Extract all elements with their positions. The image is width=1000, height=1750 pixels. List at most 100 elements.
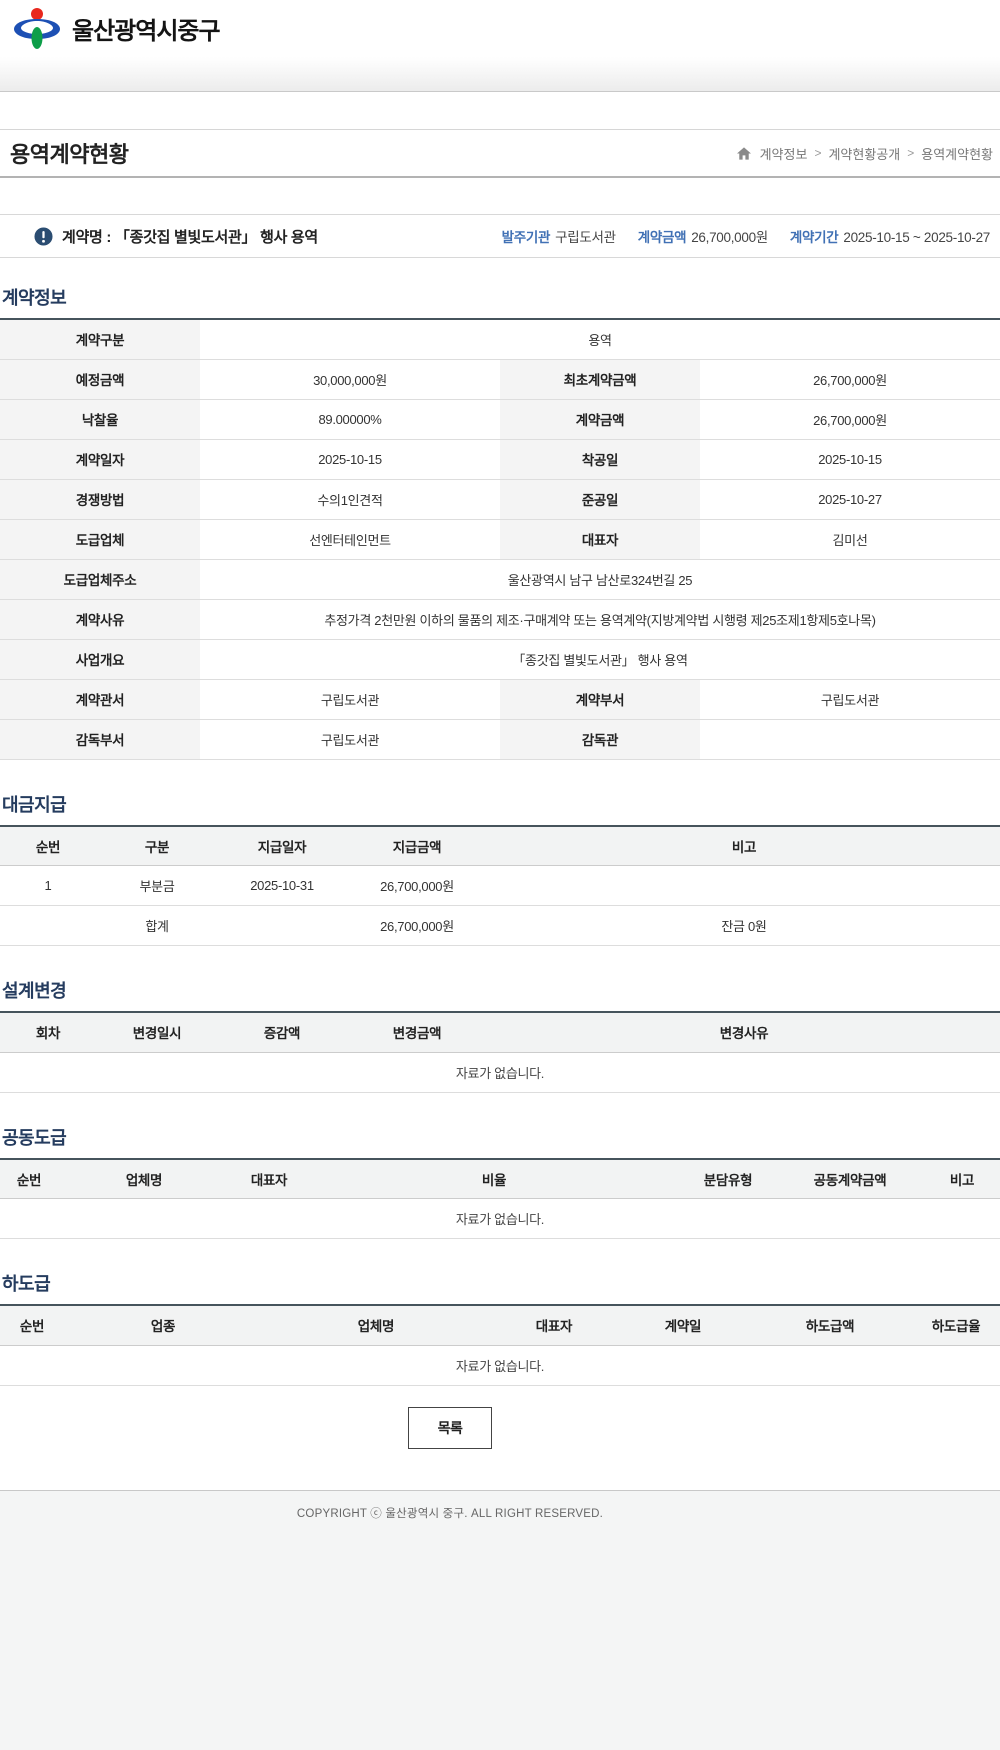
header-cell: 예정금액: [0, 359, 200, 400]
section-title-subcontract: 하도급: [2, 1274, 51, 1294]
contract-amount-label: 계약금액: [637, 230, 687, 245]
breadcrumb-item-status-disclosure[interactable]: 계약현황공개: [828, 146, 901, 162]
logo-text: 울산광역시중구: [72, 18, 221, 45]
column-header: 업체명: [58, 1158, 230, 1199]
header-cell: 계약관서: [0, 679, 200, 720]
page-footer: COPYRIGHT ⓒ 울산광역시 중구. ALL RIGHT RESERVED…: [0, 1490, 1000, 1750]
contract-info-table: 계약구분 용역 예정금액 30,000,000원 최초계약금액 26,700,000원 낙찰…: [0, 318, 1000, 760]
table-row: 낙찰율 89.00000% 계약금액 26,700,000원: [0, 399, 1000, 440]
table-row: 계약구분 용역: [0, 319, 1000, 360]
breadcrumb-separator: >: [907, 146, 915, 160]
breadcrumb-item-contract-info[interactable]: 계약정보: [759, 146, 808, 162]
value-cell: 선엔터테인먼트: [200, 519, 500, 560]
column-header: 하도급액: [747, 1305, 912, 1346]
no-data-message: 자료가 없습니다.: [0, 1198, 1000, 1239]
column-header: 순번: [0, 825, 96, 866]
table-header-row: 순번 구분 지급일자 지급금액 비고: [0, 825, 1000, 866]
site-logo[interactable]: 울산광역시중구: [12, 7, 221, 51]
home-icon[interactable]: [736, 146, 751, 160]
city-logo-icon: [14, 7, 60, 49]
header-cell: 계약구분: [0, 319, 200, 360]
column-header: 하도급율: [911, 1305, 1000, 1346]
value-cell: 구립도서관: [200, 719, 500, 760]
column-header: 회차: [0, 1012, 96, 1053]
value-cell: [700, 719, 1000, 760]
value-cell: 26,700,000원: [346, 905, 488, 946]
column-header: 변경사유: [488, 1012, 1000, 1053]
value-cell: 26,700,000원: [700, 359, 1000, 400]
table-header-row: 순번 업체명 대표자 비율 분담유형 공동계약금액 비고: [0, 1158, 1000, 1199]
header-cell: 대표자: [500, 519, 700, 560]
contract-amount-value: 26,700,000원: [691, 230, 768, 245]
value-cell: [218, 905, 346, 946]
contract-name-banner: 계약명 : 「종갓집 별빛도서관」 행사 용역 발주기관 구립도서관 계약금액 26…: [0, 214, 1000, 258]
header-cell: 착공일: [500, 439, 700, 480]
value-cell: 「종갓집 별빛도서관」 행사 용역: [200, 639, 1000, 680]
contract-period: 계약기간 2025-10-15 ~ 2025-10-27: [790, 226, 990, 246]
header-divider-band: [0, 57, 1000, 92]
header-cell: 계약사유: [0, 599, 200, 640]
value-cell: [0, 905, 96, 946]
table-header-row: 순번 업종 업체명 대표자 계약일 하도급액 하도급율: [0, 1305, 1000, 1346]
column-header: 변경일시: [96, 1012, 218, 1053]
value-cell: 구립도서관: [200, 679, 500, 720]
column-header: 순번: [0, 1305, 64, 1346]
table-row: 1 부분금 2025-10-31 26,700,000원: [0, 865, 1000, 906]
title-row: 용역계약현황 계약정보 > 계약현황공개 > 용역계약현황: [0, 129, 1000, 178]
subcontract-table: 순번 업종 업체명 대표자 계약일 하도급액 하도급율 자료가 없습니다.: [0, 1304, 1000, 1386]
header-cell: 감독부서: [0, 719, 200, 760]
value-cell: 추정가격 2천만원 이하의 물품의 제조·구매계약 또는 용역계약(지방계약법 …: [200, 599, 1000, 640]
table-row: 계약관서 구립도서관 계약부서 구립도서관: [0, 679, 1000, 720]
table-row: 계약사유 추정가격 2천만원 이하의 물품의 제조·구매계약 또는 용역계약(지방…: [0, 599, 1000, 640]
contract-period-value: 2025-10-15 ~ 2025-10-27: [843, 230, 990, 245]
value-cell: 구립도서관: [700, 679, 1000, 720]
table-row: 도급업체 선엔터테인먼트 대표자 김미선: [0, 519, 1000, 560]
column-header: 대표자: [230, 1158, 308, 1199]
list-button[interactable]: 목록: [407, 1406, 493, 1449]
copyright-text: COPYRIGHT ⓒ 울산광역시 중구. ALL RIGHT RESERVED…: [296, 1508, 604, 1520]
design-change-table: 회차 변경일시 증감액 변경금액 변경사유 자료가 없습니다.: [0, 1011, 1000, 1093]
header-cell: 계약일자: [0, 439, 200, 480]
column-header: 비고: [924, 1158, 1000, 1199]
header-cell: 감독관: [500, 719, 700, 760]
header-cell: 도급업체주소: [0, 559, 200, 600]
column-header: 대표자: [489, 1305, 618, 1346]
column-header: 구분: [96, 825, 218, 866]
column-header: 공동계약금액: [776, 1158, 924, 1199]
no-data-message: 자료가 없습니다.: [0, 1052, 1000, 1093]
value-cell: 2025-10-15: [700, 439, 1000, 480]
value-cell: 2025-10-27: [700, 479, 1000, 520]
value-cell: 합계: [96, 905, 218, 946]
table-row: 계약일자 2025-10-15 착공일 2025-10-15: [0, 439, 1000, 480]
column-header: 분담유형: [680, 1158, 776, 1199]
contract-period-label: 계약기간: [789, 230, 839, 245]
breadcrumb: 계약정보 > 계약현황공개 > 용역계약현황: [736, 144, 993, 163]
contract-amount: 계약금액 26,700,000원: [638, 226, 768, 246]
section-title-contract-info: 계약정보: [2, 288, 67, 308]
column-header: 비고: [488, 825, 1000, 866]
header-cell: 도급업체: [0, 519, 200, 560]
exclamation-icon: [34, 226, 53, 246]
value-cell: 2025-10-15: [200, 439, 500, 480]
section-title-payment: 대금지급: [2, 794, 67, 815]
column-header: 지급금액: [346, 825, 488, 866]
column-header: 변경금액: [346, 1012, 488, 1053]
breadcrumb-item-current-page[interactable]: 용역계약현황: [921, 146, 993, 162]
section-title-joint-contract: 공동도급: [2, 1127, 67, 1148]
ordering-agency-value: 구립도서관: [555, 230, 616, 245]
table-header-row: 회차 변경일시 증감액 변경금액 변경사유: [0, 1012, 1000, 1053]
header-cell: 준공일: [500, 479, 700, 520]
column-header: 업종: [63, 1305, 262, 1346]
breadcrumb-separator: >: [814, 146, 822, 160]
payment-table: 순번 구분 지급일자 지급금액 비고 1 부분금 2025-10-31 26,700,000원 합…: [0, 824, 1000, 946]
table-row: 예정금액 30,000,000원 최초계약금액 26,700,000원: [0, 359, 1000, 400]
column-header: 증감액: [218, 1012, 346, 1053]
value-cell: 30,000,000원: [200, 359, 500, 400]
table-row: 합계 26,700,000원 잔금 0원: [0, 905, 1000, 946]
header-cell: 낙찰율: [0, 399, 200, 440]
empty-row: 자료가 없습니다.: [0, 1345, 1000, 1386]
value-cell: 용역: [200, 319, 1000, 360]
table-row: 도급업체주소 울산광역시 남구 남산로324번길 25: [0, 559, 1000, 600]
empty-row: 자료가 없습니다.: [0, 1052, 1000, 1093]
table-row: 감독부서 구립도서관 감독관: [0, 719, 1000, 760]
